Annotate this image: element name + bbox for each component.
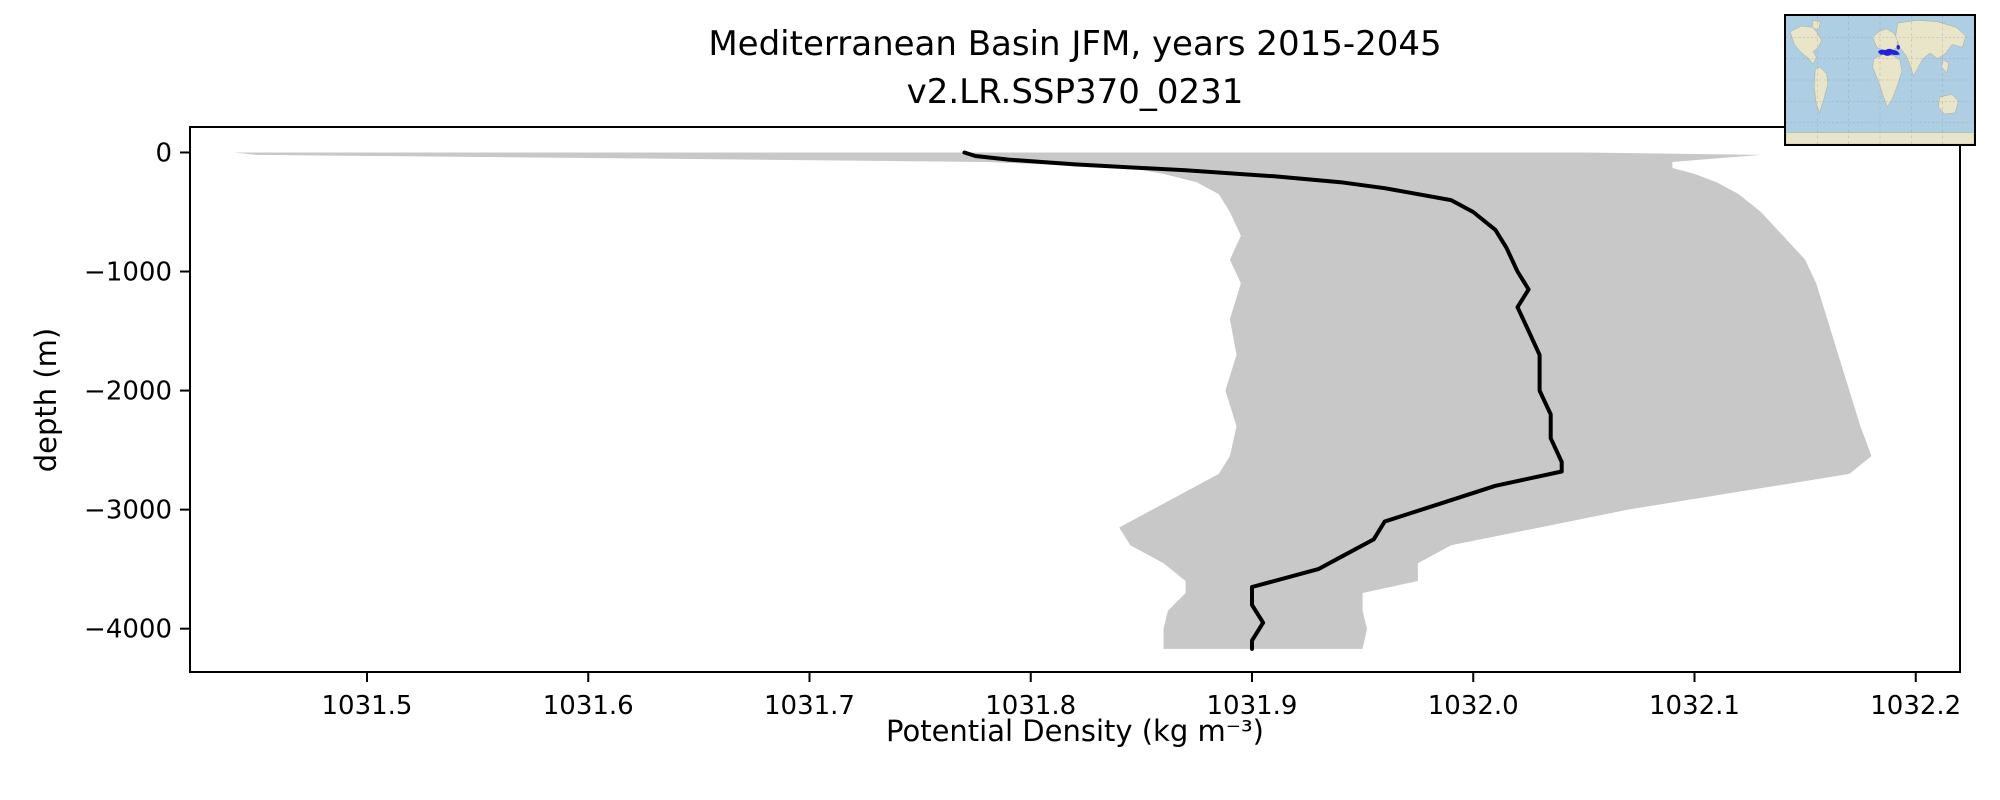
y-tick-label: −2000 [84,377,172,407]
map-land-south-america [1814,66,1828,114]
map-land-greenland [1811,20,1821,31]
x-tick-label: 1031.6 [543,691,634,721]
envelope-band [234,152,1872,649]
x-tick-label: 1031.9 [1207,691,1298,721]
x-tick-label: 1032.0 [1428,691,1519,721]
map-land-asia [1895,20,1966,77]
inset-map [1784,14,1976,146]
y-tick-label: 0 [155,138,172,168]
inset-map-svg [1786,16,1974,144]
chart-subtitle: v2.LR.SSP370_0231 [906,72,1244,112]
y-axis-label: depth (m) [29,327,63,473]
map-land-southeast-asia [1941,59,1950,74]
plot-border [189,126,1961,673]
map-land-europe [1872,28,1898,52]
x-axis-label: Potential Density (kg m⁻³) [886,714,1264,748]
y-tick-label: −3000 [84,496,172,526]
chart-title: Mediterranean Basin JFM, years 2015-2045 [708,24,1442,64]
x-tick-label: 1031.5 [322,691,413,721]
chart-title-block: Mediterranean Basin JFM, years 2015-2045… [190,20,1960,116]
map-highlight-mediterranean [1877,48,1900,56]
map-highlight-black-sea [1896,45,1900,50]
map-land-australia [1938,93,1959,115]
x-tick-label: 1032.1 [1649,691,1740,721]
y-tick-label: −4000 [84,615,172,645]
x-tick-label: 1032.2 [1870,691,1961,721]
y-tick-label: −1000 [84,258,172,288]
x-tick-label: 1031.7 [764,691,855,721]
mean-profile-line [962,150,1564,651]
x-tick-label: 1031.8 [985,691,1076,721]
